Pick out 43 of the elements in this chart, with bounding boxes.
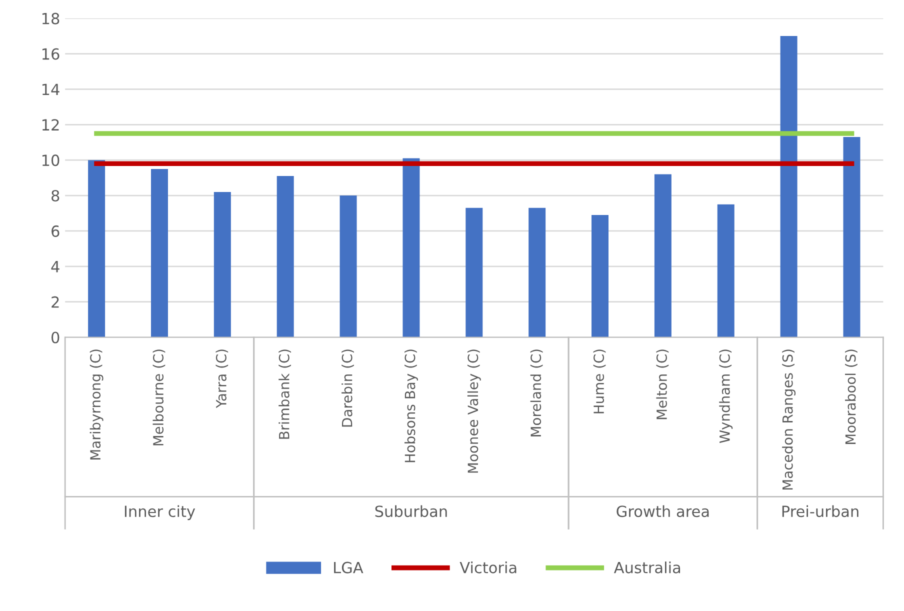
x-tick-label: Melbourne (C): [152, 350, 166, 446]
bar: [654, 174, 672, 338]
text: Growth area: [616, 505, 709, 518]
x-tick-label: Maribyrnong (C): [90, 350, 104, 460]
y-tick-label: 10: [42, 154, 60, 166]
y-tick-label: 6: [52, 225, 60, 237]
text: Prei-urban: [782, 505, 858, 518]
x-tick-label: Darebin (C): [342, 350, 354, 427]
legend-label: LGA: [334, 562, 364, 574]
y-tick-label: 18: [42, 12, 60, 24]
bar: [528, 208, 546, 338]
text: Suburban: [375, 505, 447, 518]
bar: [780, 36, 798, 338]
x-tick-label: Moorabool (S): [845, 350, 858, 444]
y-tick-label: 16: [42, 48, 60, 60]
text: Inner city: [124, 505, 196, 520]
legend-label: Victoria: [460, 562, 516, 574]
x-tick-label: Wyndham (C): [719, 350, 733, 444]
y-tick-label: 0: [52, 332, 60, 344]
bar: [214, 192, 231, 338]
y-tick-label: 4: [51, 261, 60, 272]
y-tick-label: 14: [42, 84, 60, 96]
bar: [276, 176, 294, 338]
x-tick-label: Brimbank (C): [278, 350, 292, 439]
bar: [592, 215, 609, 338]
y-tick-label: 12: [42, 119, 59, 130]
bar: [150, 168, 168, 338]
x-tick-label: Yarra (C): [216, 350, 228, 408]
x-tick-label: Moreland (C): [530, 350, 543, 436]
bar: [340, 196, 357, 338]
bar: [717, 204, 734, 338]
bar: [843, 137, 860, 338]
x-tick-label: Melton (C): [656, 350, 669, 420]
y-tick-label: 8: [52, 190, 60, 202]
x-tick-label: Hume (C): [593, 350, 606, 414]
bar: [402, 158, 420, 338]
bar: [88, 160, 106, 338]
y-tick-label: 2: [52, 296, 59, 308]
x-tick-label: Macedon Ranges (S): [782, 350, 796, 490]
bar: [466, 208, 483, 338]
x-tick-label: Hobsons Bay (C): [404, 350, 418, 462]
x-tick-label: Moonee Valley (C): [467, 350, 481, 473]
legend-label: Australia: [614, 562, 680, 574]
